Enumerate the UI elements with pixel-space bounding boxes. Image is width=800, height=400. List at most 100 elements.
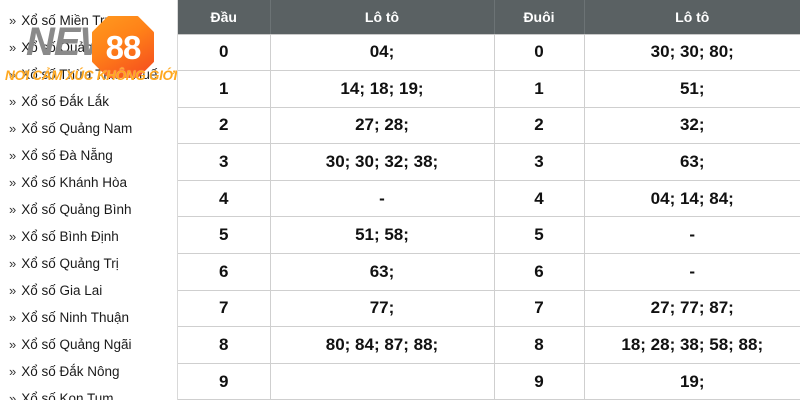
cell-loto-dau: 51; 58;: [270, 216, 495, 255]
chevron-right-icon: »: [9, 364, 17, 379]
sidebar-item-3[interactable]: » Xổ số Đắk Lắk: [0, 88, 177, 115]
cell-loto-duoi: 18; 28; 38; 58; 88;: [584, 326, 800, 364]
sidebar-item-label: Xổ số Quảng Ngãi: [21, 337, 132, 352]
chevron-right-icon: »: [9, 337, 17, 352]
sidebar-item-label: Xổ số Ninh Thuận: [21, 310, 130, 325]
sidebar-item-8[interactable]: » Xổ số Bình Định: [0, 223, 177, 250]
table-row: 9 9 19;: [178, 363, 800, 400]
loto-table: Đầu Lô tô Đuôi Lô tô 0 04; 0 30; 30; 80; 1 14…: [178, 0, 800, 400]
chevron-right-icon: »: [9, 121, 17, 136]
cell-duoi: 8: [494, 326, 585, 364]
sidebar-item-label: Xổ số Miền Trung: [21, 13, 128, 28]
sidebar-item-4[interactable]: » Xổ số Quảng Nam: [0, 115, 177, 142]
sidebar-item-10[interactable]: » Xổ số Gia Lai: [0, 277, 177, 304]
sidebar-item-label: Xổ số Đắk Nông: [21, 364, 120, 379]
sidebar-item-11[interactable]: » Xổ số Ninh Thuận: [0, 304, 177, 331]
loto-table-head: Đầu Lô tô Đuôi Lô tô: [178, 0, 800, 35]
cell-loto-duoi: 51;: [584, 70, 800, 108]
cell-loto-dau: 63;: [270, 253, 495, 291]
cell-loto-duoi: 19;: [584, 363, 800, 400]
cell-loto-dau: 27; 28;: [270, 107, 495, 145]
table-row: 0 04; 0 30; 30; 80;: [178, 34, 800, 72]
table-row: 4-4 04; 14; 84;: [178, 180, 800, 218]
cell-dau: 9: [178, 363, 271, 400]
cell-dau: 4: [178, 180, 271, 218]
sidebar-item-label: Xổ số Thừa Thiên Huế: [21, 67, 158, 82]
cell-loto-dau: [270, 363, 495, 400]
sidebar-item-label: Xổ số Đà Nẵng: [21, 148, 113, 163]
table-row: 2 27; 28; 2 32;: [178, 107, 800, 145]
cell-loto-duoi: -: [584, 253, 800, 291]
sidebar-item-5[interactable]: » Xổ số Đà Nẵng: [0, 142, 177, 169]
sidebar-item-6[interactable]: » Xổ số Khánh Hòa: [0, 169, 177, 196]
sidebar-item-label: Xổ số Kon Tum: [21, 391, 114, 400]
cell-duoi: 0: [494, 34, 585, 72]
sidebar-item-0[interactable]: » Xổ số Miền Trung: [0, 7, 177, 34]
cell-loto-dau: 14; 18; 19;: [270, 70, 495, 108]
sidebar-item-label: Xổ số Bình Định: [21, 229, 119, 244]
cell-dau: 7: [178, 290, 271, 328]
sidebar-nav-list: » Xổ số Miền Trung » Xổ số Quảng Nam » Xổ số …: [0, 7, 177, 400]
sidebar-item-1[interactable]: » Xổ số Quảng Nam: [0, 34, 177, 61]
chevron-right-icon: »: [9, 13, 17, 28]
cell-dau: 8: [178, 326, 271, 364]
sidebar-item-label: Xổ số Quảng Trị: [21, 256, 119, 271]
cell-loto-duoi: 32;: [584, 107, 800, 145]
sidebar-item-2[interactable]: » Xổ số Thừa Thiên Huế: [0, 61, 177, 88]
cell-loto-duoi: -: [584, 216, 800, 255]
cell-dau: 2: [178, 107, 271, 145]
cell-loto-duoi: 30; 30; 80;: [584, 34, 800, 72]
sidebar-item-label: Xổ số Gia Lai: [21, 283, 103, 298]
cell-duoi: 3: [494, 143, 585, 181]
chevron-right-icon: »: [9, 175, 17, 190]
chevron-right-icon: »: [9, 310, 17, 325]
cell-duoi: 1: [494, 70, 585, 108]
cell-duoi: 2: [494, 107, 585, 145]
sidebar-item-7[interactable]: » Xổ số Quảng Bình: [0, 196, 177, 223]
column-header-dau: Đầu: [178, 0, 271, 35]
sidebar-item-label: Xổ số Quảng Bình: [21, 202, 132, 217]
table-row: 6 63; 6-: [178, 253, 800, 291]
cell-dau: 5: [178, 216, 271, 255]
table-row: 1 14; 18; 19; 1 51;: [178, 70, 800, 108]
sidebar-item-label: Xổ số Quảng Nam: [21, 121, 133, 136]
table-row: 5 51; 58; 5-: [178, 216, 800, 255]
sidebar-item-12[interactable]: » Xổ số Quảng Ngãi: [0, 331, 177, 358]
loto-table-body: 0 04; 0 30; 30; 80; 1 14; 18; 19; 1 51; 2 27; 28;…: [178, 34, 800, 400]
cell-duoi: 9: [494, 363, 585, 400]
sidebar-item-label: Xổ số Đắk Lắk: [21, 94, 110, 109]
chevron-right-icon: »: [9, 202, 17, 217]
chevron-right-icon: »: [9, 391, 17, 400]
cell-duoi: 7: [494, 290, 585, 328]
cell-dau: 1: [178, 70, 271, 108]
column-header-duoi: Đuôi: [494, 0, 585, 35]
column-header-loto-1: Lô tô: [270, 0, 495, 35]
sidebar-item-13[interactable]: » Xổ số Đắk Nông: [0, 358, 177, 385]
cell-loto-dau: 30; 30; 32; 38;: [270, 143, 495, 181]
table-header-row: Đầu Lô tô Đuôi Lô tô: [178, 0, 800, 35]
cell-dau: 3: [178, 143, 271, 181]
chevron-right-icon: »: [9, 94, 17, 109]
cell-loto-dau: 04;: [270, 34, 495, 72]
cell-loto-dau: 80; 84; 87; 88;: [270, 326, 495, 364]
chevron-right-icon: »: [9, 229, 17, 244]
cell-loto-duoi: 04; 14; 84;: [584, 180, 800, 218]
sidebar-item-14[interactable]: » Xổ số Kon Tum: [0, 385, 177, 400]
cell-loto-dau: 77;: [270, 290, 495, 328]
sidebar: » Xổ số Miền Trung » Xổ số Quảng Nam » Xổ số …: [0, 0, 178, 400]
cell-loto-dau: -: [270, 180, 495, 218]
chevron-right-icon: »: [9, 148, 17, 163]
cell-duoi: 5: [494, 216, 585, 255]
cell-dau: 6: [178, 253, 271, 291]
table-row: 8 80; 84; 87; 88; 8 18; 28; 38; 58; 88;: [178, 326, 800, 364]
cell-duoi: 4: [494, 180, 585, 218]
chevron-right-icon: »: [9, 67, 17, 82]
chevron-right-icon: »: [9, 256, 17, 271]
cell-dau: 0: [178, 34, 271, 72]
sidebar-item-9[interactable]: » Xổ số Quảng Trị: [0, 250, 177, 277]
cell-loto-duoi: 63;: [584, 143, 800, 181]
column-header-loto-2: Lô tô: [584, 0, 800, 35]
sidebar-item-label: Xổ số Quảng Nam: [21, 40, 133, 55]
table-row: 7 77; 7 27; 77; 87;: [178, 290, 800, 328]
